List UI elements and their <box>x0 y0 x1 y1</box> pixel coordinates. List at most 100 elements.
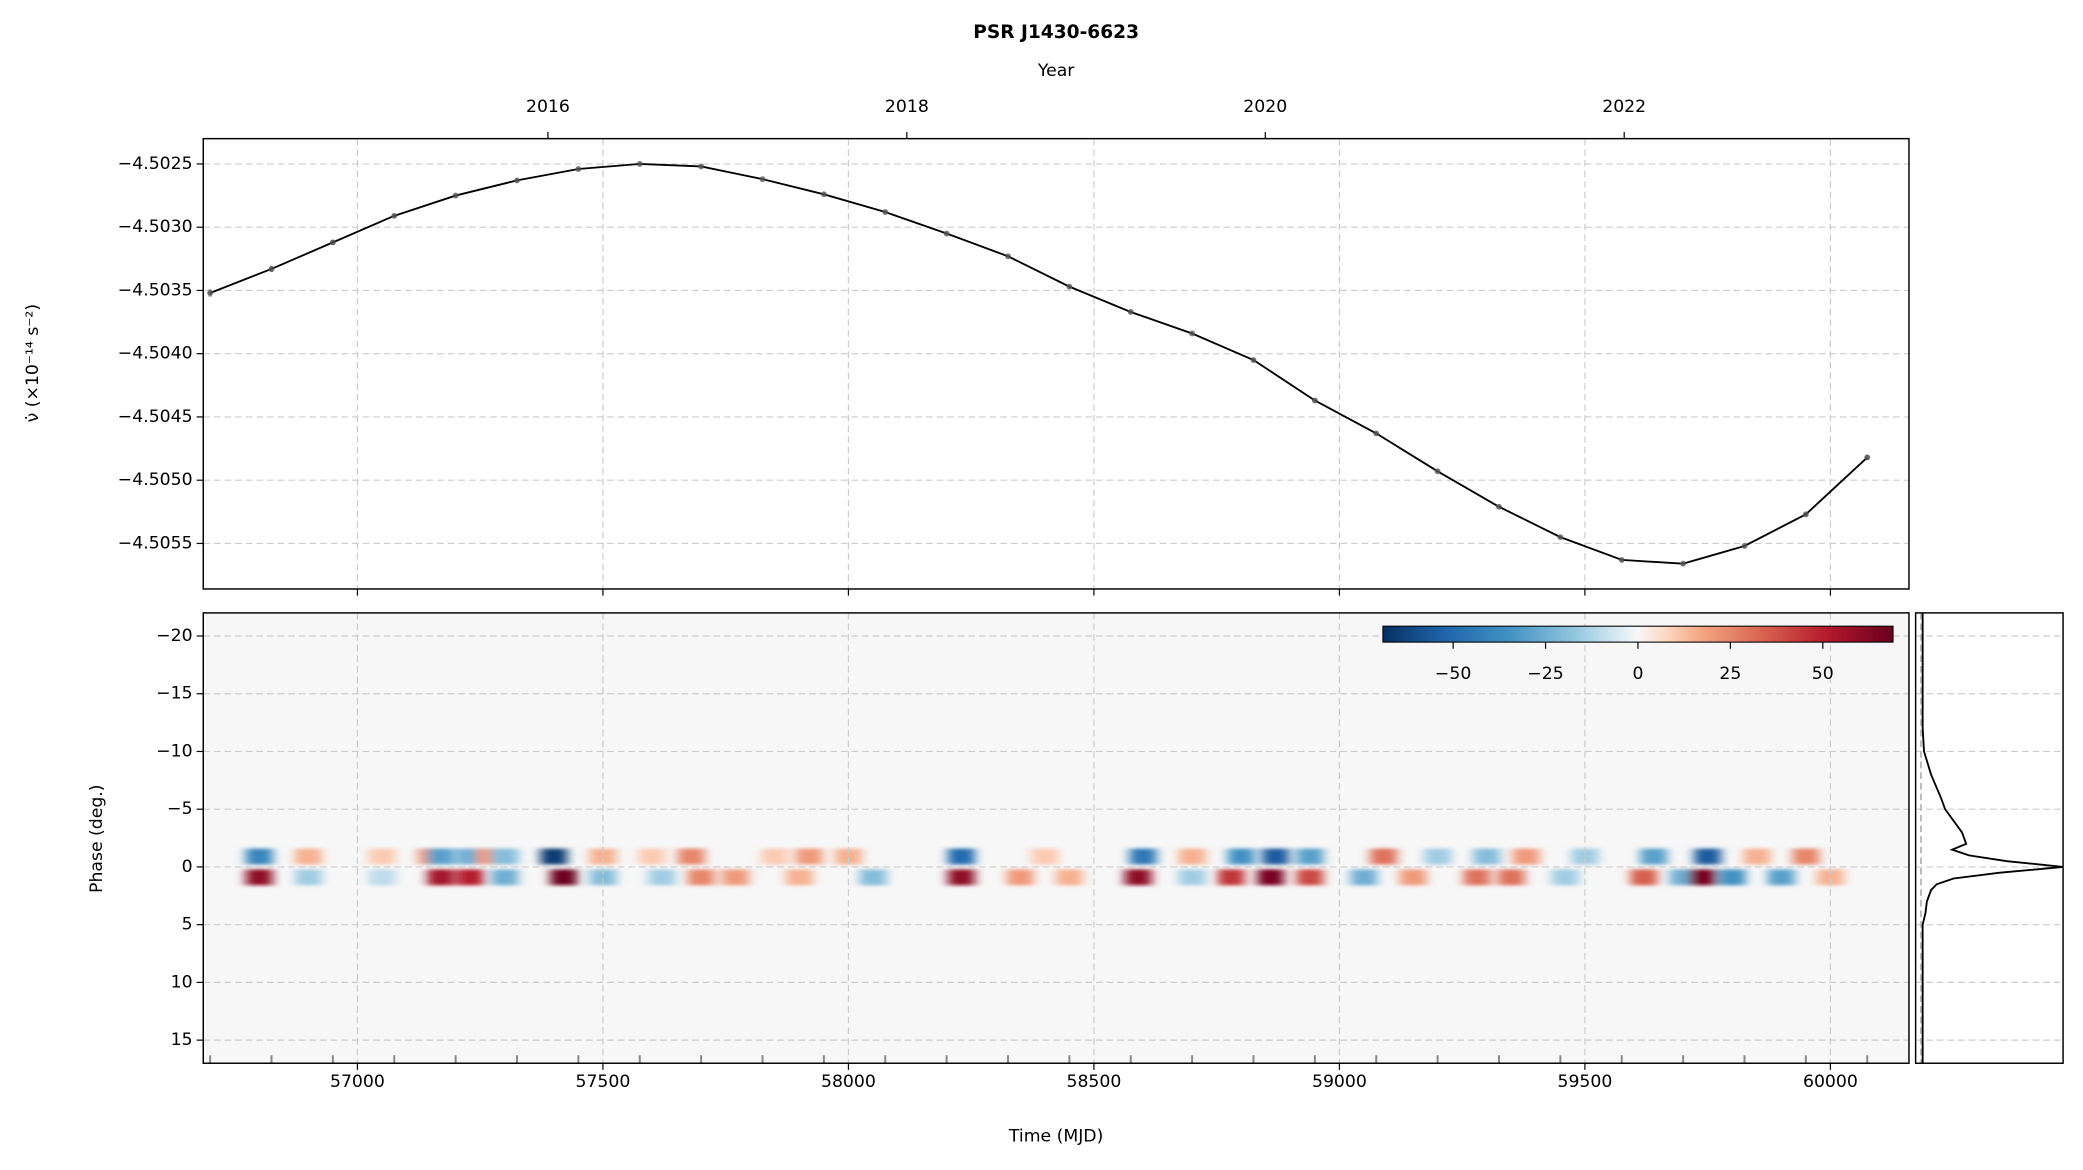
heatmap-cell <box>1370 848 1397 865</box>
data-point <box>698 163 705 170</box>
y-tick-label: −4.5050 <box>118 470 193 490</box>
heatmap-cell <box>1056 869 1083 886</box>
heatmap-cell <box>589 848 617 865</box>
heatmap-cell <box>1630 869 1658 886</box>
colorbar-tick-label: 25 <box>1719 664 1741 684</box>
x-tick-label: 57000 <box>330 1072 385 1092</box>
data-point <box>882 209 889 215</box>
heatmap-cell <box>678 848 705 865</box>
data-point <box>1864 454 1871 461</box>
heatmap-cell <box>540 848 568 865</box>
heatmap-cell <box>589 869 617 886</box>
pulse-profile <box>1921 612 2064 1064</box>
y-tick-label: −4.5025 <box>118 154 193 174</box>
heatmap-cell <box>1178 869 1206 886</box>
heatmap-cell <box>1497 869 1525 886</box>
axes-frame <box>1914 612 2064 1064</box>
heatmap-cell <box>638 848 666 865</box>
heatmap-cell <box>786 869 813 886</box>
heatmap-cell <box>1512 848 1540 865</box>
data-point <box>1434 468 1441 475</box>
data-point <box>575 166 582 172</box>
heatmap-cell <box>1817 869 1844 886</box>
data-point <box>1127 309 1134 315</box>
data-point <box>1066 283 1073 290</box>
x2-axis-label: Year <box>1037 61 1075 81</box>
chart-title: PSR J1430-6623 <box>973 22 1139 43</box>
heatmap-cell <box>1178 848 1206 865</box>
colorbar <box>1382 625 1894 643</box>
data-point <box>1311 397 1318 404</box>
heatmap-background <box>203 612 1909 1064</box>
axes-frame <box>202 137 1910 590</box>
heatmap-cell <box>1296 869 1324 886</box>
heatmap-cell <box>761 848 789 865</box>
heatmap-cell <box>948 848 975 865</box>
data-point <box>1741 543 1748 549</box>
heatmap-cell <box>1473 848 1501 865</box>
heatmap-cell <box>427 869 455 886</box>
x-tick-label: 59000 <box>1312 1072 1367 1092</box>
heatmap-cell <box>1399 869 1427 886</box>
data-point <box>1802 511 1809 518</box>
y-axis-label: ν̇ (×10⁻¹⁴ s⁻²) <box>23 304 43 422</box>
heatmap-cell <box>1006 869 1034 886</box>
data-point <box>1680 560 1687 567</box>
heatmap-cell <box>1257 869 1284 886</box>
data-point <box>1189 330 1196 337</box>
heatmap-cell <box>1743 848 1771 865</box>
model-line <box>209 163 1868 565</box>
axes-frame <box>202 612 1910 1064</box>
heatmap-cell <box>1768 869 1795 886</box>
data-point <box>1618 556 1625 563</box>
y-tick-label: −4.5035 <box>118 280 193 300</box>
heatmap-cell <box>859 869 887 886</box>
x-tick-label: 59500 <box>1557 1072 1612 1092</box>
y-tick-label: 0 <box>182 857 193 877</box>
heatmap-cell <box>722 869 749 886</box>
x2-tick-label: 2018 <box>885 97 929 117</box>
heatmap-cell <box>1350 869 1378 886</box>
data-point <box>329 239 336 246</box>
data-point <box>514 177 520 184</box>
y-tick-label: −4.5040 <box>118 344 193 364</box>
y-axis-label: Phase (deg.) <box>87 785 107 893</box>
heatmap-cell <box>295 869 322 886</box>
data-point <box>943 230 950 237</box>
heatmap-cell <box>491 848 519 865</box>
x-tick-label: 58500 <box>1066 1072 1121 1092</box>
heatmap-cell <box>1031 848 1059 865</box>
heatmap-cell <box>295 848 322 865</box>
x2-tick-label: 2016 <box>526 97 570 117</box>
data-point <box>268 266 275 272</box>
x-axis-label: Time (MJD) <box>1008 1126 1103 1146</box>
heatmap-cell <box>1718 869 1746 886</box>
data-point <box>1250 357 1257 363</box>
y-tick-label: 5 <box>182 915 193 935</box>
y-tick-label: −4.5030 <box>118 217 193 237</box>
heatmap-cell <box>687 869 715 886</box>
heatmap-cell <box>491 869 519 886</box>
x-tick-label: 60000 <box>1803 1072 1858 1092</box>
y-tick-label: −20 <box>156 626 192 646</box>
heatmap-cell <box>1694 848 1721 865</box>
heatmap-cell <box>835 848 862 865</box>
heatmap-cell <box>795 848 823 865</box>
data-point <box>452 192 459 199</box>
x-tick-label: 58000 <box>821 1072 876 1092</box>
heatmap-cell <box>550 869 577 886</box>
data-point <box>820 191 827 198</box>
heatmap-cell <box>245 869 273 886</box>
colorbar-tick-label: −50 <box>1435 664 1471 684</box>
heatmap-cell <box>1792 848 1820 865</box>
y-tick-label: −10 <box>156 741 192 761</box>
colorbar-tick-label: 50 <box>1812 664 1834 684</box>
heatmap-cell <box>1571 848 1599 865</box>
y-tick-label: −4.5055 <box>118 533 193 553</box>
heatmap-cell <box>1129 848 1157 865</box>
data-point <box>391 212 398 219</box>
data-point <box>1005 253 1011 260</box>
heatmap-cell <box>368 848 396 865</box>
data-point <box>1496 503 1502 510</box>
